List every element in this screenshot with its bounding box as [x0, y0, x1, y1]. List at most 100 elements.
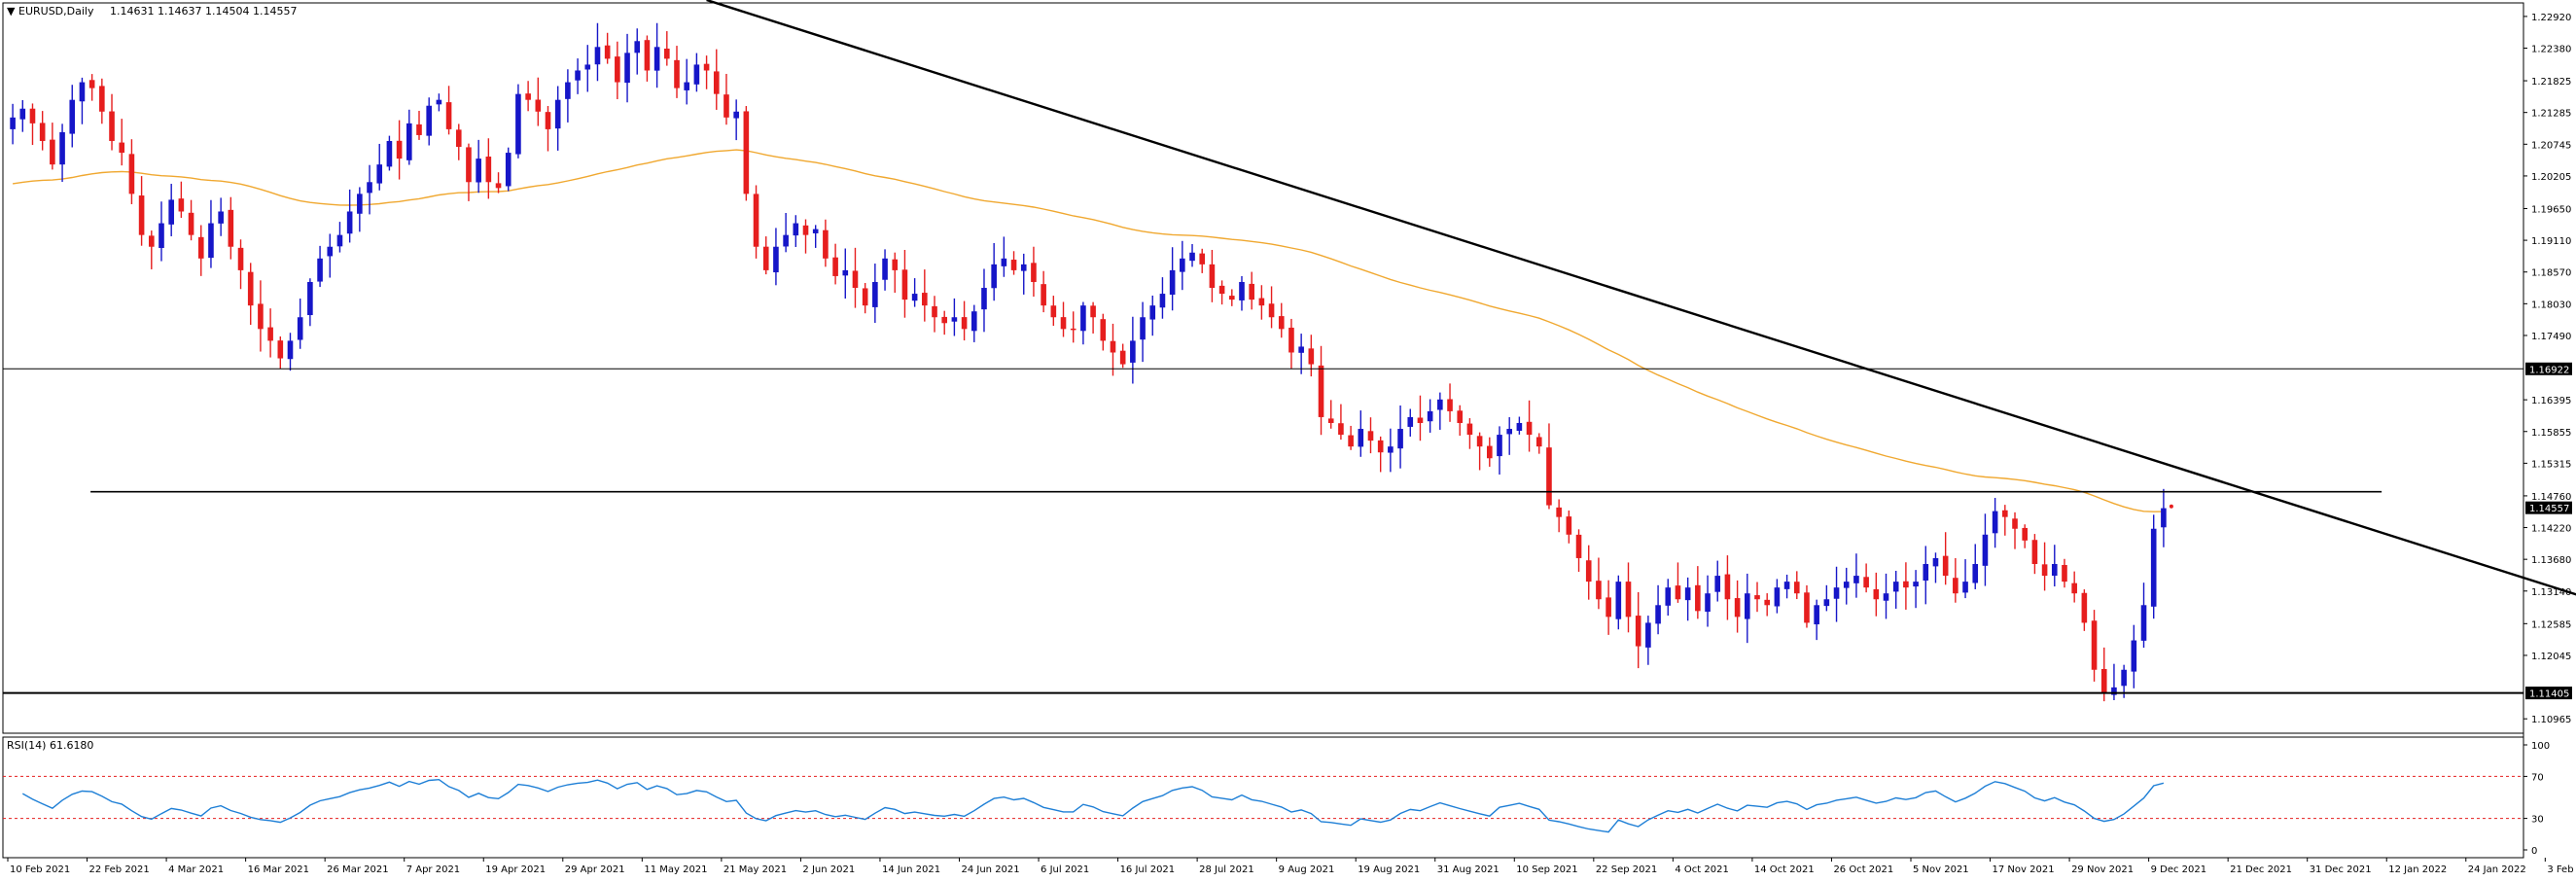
candle	[783, 212, 789, 253]
date-tick-label: 26 Mar 2021	[327, 864, 388, 875]
price-badge: 1.14557	[2525, 501, 2572, 514]
candle	[1883, 573, 1889, 619]
trendline[interactable]	[706, 0, 2576, 605]
candle	[416, 110, 422, 140]
candle	[1318, 345, 1324, 436]
date-tick-label: 12 Jan 2022	[2388, 864, 2447, 875]
candle	[1348, 425, 1354, 450]
price-tick-label: 1.19650	[2531, 204, 2571, 215]
candle	[1278, 302, 1285, 338]
candle	[39, 111, 46, 151]
candle	[1001, 236, 1007, 277]
candle	[1833, 566, 1840, 622]
date-tick-label: 29 Apr 2021	[565, 864, 625, 875]
price-tick-label: 1.21825	[2531, 77, 2571, 88]
svg-text:1.11405: 1.11405	[2529, 689, 2569, 700]
candle	[1853, 553, 1859, 598]
candle	[237, 239, 244, 290]
candle	[584, 45, 591, 92]
candle	[1218, 280, 1225, 305]
candle	[1050, 296, 1057, 326]
candle	[644, 35, 651, 82]
candle	[802, 219, 809, 254]
candle	[2051, 545, 2058, 587]
rsi-tick-label: 70	[2531, 772, 2544, 783]
price-tick-label: 1.20205	[2531, 172, 2571, 183]
date-tick-label: 14 Jun 2021	[882, 864, 940, 875]
candle	[892, 252, 899, 293]
candle	[1506, 417, 1512, 455]
header-ohlc: 1.14631 1.14637 1.14504 1.14557	[110, 5, 297, 18]
candle	[951, 298, 958, 336]
candle	[159, 201, 164, 262]
candle	[1913, 570, 1919, 609]
date-tick-label: 21 May 2021	[723, 864, 787, 875]
candle	[1734, 580, 1741, 633]
candle	[594, 22, 601, 82]
candle	[29, 103, 36, 146]
candle	[119, 119, 125, 166]
candle	[664, 31, 670, 66]
candle	[970, 304, 977, 342]
candle	[1327, 400, 1334, 429]
candle	[2111, 663, 2117, 701]
candle	[1863, 563, 1869, 593]
last-price-marker	[2169, 504, 2173, 509]
date-tick-label: 28 Jul 2021	[1199, 864, 1254, 875]
candle	[247, 263, 254, 325]
candle	[426, 97, 432, 146]
rsi-line	[21, 778, 2165, 833]
candle	[1684, 577, 1691, 621]
candle	[1010, 251, 1017, 275]
price-tick-label: 1.21285	[2531, 109, 2571, 120]
date-tick-label: 26 Oct 2021	[1833, 864, 1893, 875]
candle	[1308, 335, 1315, 377]
candle	[1388, 428, 1394, 473]
candle	[297, 299, 303, 349]
date-tick-label: 29 Nov 2021	[2071, 864, 2134, 875]
price-badge: 1.11405	[2525, 687, 2572, 700]
header-arrow[interactable]: ▼	[7, 5, 16, 18]
candle	[1476, 432, 1483, 471]
price-panel-frame	[2, 2, 2524, 734]
candle	[2161, 488, 2167, 547]
candle	[624, 33, 630, 103]
candle	[99, 78, 105, 124]
candle	[1486, 437, 1493, 467]
candle	[327, 233, 334, 278]
candle	[812, 225, 819, 248]
candle	[1705, 575, 1711, 627]
candle	[1655, 584, 1661, 635]
candle	[79, 77, 86, 124]
candle	[1596, 557, 1602, 610]
candle	[1972, 544, 1979, 589]
candle	[1338, 404, 1344, 441]
candle	[1080, 301, 1086, 345]
candle	[436, 93, 442, 112]
candle	[1754, 582, 1760, 613]
date-tick-label: 31 Aug 2021	[1437, 864, 1500, 875]
candle	[922, 269, 928, 322]
candle	[1149, 295, 1156, 336]
date-tick-label: 19 Aug 2021	[1358, 864, 1420, 875]
candle	[1982, 513, 1989, 586]
candle	[2062, 558, 2067, 588]
rsi-tick-label: 0	[2531, 846, 2537, 857]
candle	[1427, 399, 1433, 433]
candle	[842, 248, 849, 299]
price-tick-label: 1.18030	[2531, 300, 2571, 310]
price-tick-label: 1.10965	[2531, 715, 2571, 725]
candle	[1417, 395, 1424, 441]
candle	[1606, 580, 1611, 635]
candle	[1100, 313, 1107, 351]
candle	[19, 99, 26, 132]
candle	[1367, 417, 1374, 454]
candle	[823, 219, 829, 267]
candle	[2012, 512, 2018, 549]
candle	[1814, 599, 1819, 641]
candle	[1358, 410, 1364, 457]
candle	[1119, 343, 1126, 369]
candle	[793, 215, 799, 247]
date-tick-label: 4 Oct 2021	[1675, 864, 1728, 875]
candle	[1585, 545, 1592, 600]
